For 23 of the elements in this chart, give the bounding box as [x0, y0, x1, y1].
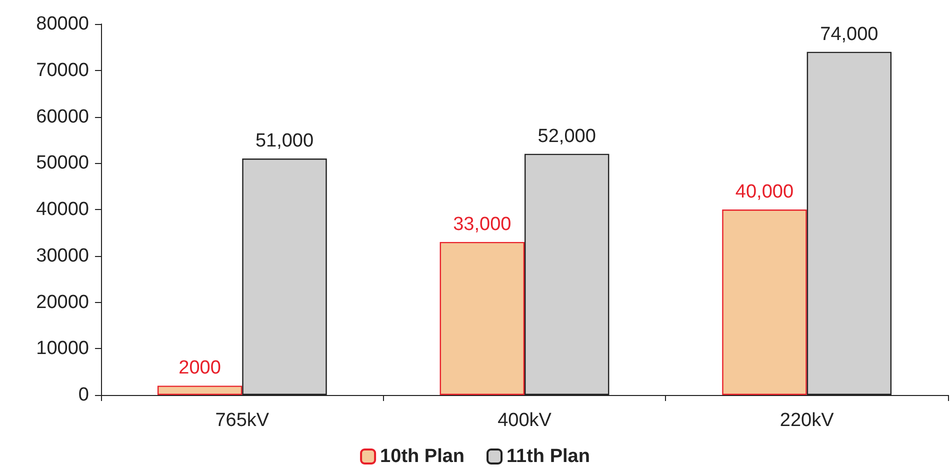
data-label: 51,000	[255, 130, 314, 152]
y-tick-label: 20000	[36, 292, 89, 313]
bar	[440, 242, 524, 395]
y-tick-label: 40000	[36, 199, 89, 220]
bar	[722, 210, 807, 395]
y-tick-label: 0	[78, 384, 89, 406]
data-label: 40,000	[735, 182, 794, 202]
x-tick-label: 220kV	[780, 410, 834, 431]
y-tick-label: 70000	[36, 60, 89, 81]
x-tick-label: 400kV	[498, 410, 552, 431]
y-tick-label: 60000	[36, 106, 89, 128]
data-label: 33,000	[453, 214, 512, 235]
legend-label: 10th Plan	[380, 446, 465, 467]
y-tick-label: 80000	[36, 14, 89, 34]
y-tick-label: 30000	[36, 245, 89, 266]
legend-label: 11th Plan	[506, 446, 590, 467]
data-label: 52,000	[538, 126, 596, 147]
bar	[157, 386, 242, 395]
data-label: 2000	[178, 358, 221, 379]
data-label: 74,000	[820, 24, 878, 45]
x-tick-label: 765kV	[215, 410, 270, 431]
y-tick-label: 50000	[36, 152, 89, 174]
y-tick-label: 10000	[36, 338, 89, 360]
